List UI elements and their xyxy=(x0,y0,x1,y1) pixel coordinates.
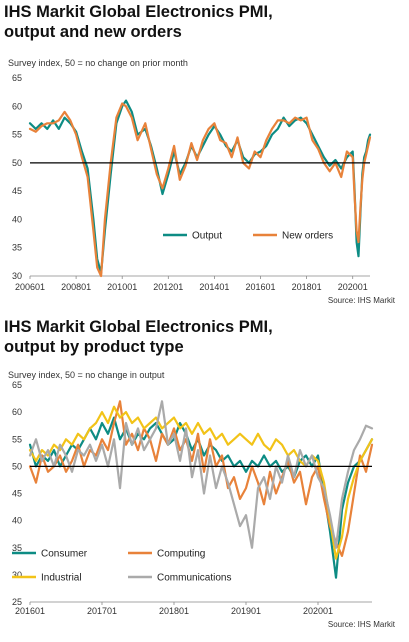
y-tick-label: 50 xyxy=(12,158,22,168)
x-tick-label: 202001 xyxy=(338,282,368,292)
y-tick-label: 45 xyxy=(12,186,22,196)
chart-title-line-1: IHS Markit Global Electronics PMI, xyxy=(4,318,273,336)
y-tick-label: 55 xyxy=(12,130,22,140)
legend-label-communications: Communications xyxy=(157,573,231,584)
legend-label-industrial: Industrial xyxy=(41,573,82,584)
chart-title-line-2: output by product type xyxy=(4,338,184,356)
x-tick-label: 201901 xyxy=(231,606,261,616)
y-tick-label: 65 xyxy=(12,380,22,390)
chart-title: IHS Markit Global Electronics PMI, outpu… xyxy=(4,2,404,42)
chart-subtitle: Survey index, 50 = no change in output xyxy=(8,370,165,380)
x-tick-label: 202001 xyxy=(303,606,333,616)
x-tick-label: 201601 xyxy=(15,606,45,616)
legend-label-output: Output xyxy=(192,231,222,242)
y-tick-label: 55 xyxy=(12,434,22,444)
x-tick-label: 201701 xyxy=(87,606,117,616)
legend-label-computing: Computing xyxy=(157,549,205,560)
chart-subtitle: Survey index, 50 = no change on prior mo… xyxy=(8,58,188,68)
x-tick-label: 201801 xyxy=(159,606,189,616)
y-tick-label: 35 xyxy=(12,243,22,253)
series-line-computing xyxy=(28,400,374,557)
series-line-new-orders xyxy=(28,102,372,278)
x-tick-label: 201401 xyxy=(199,282,229,292)
x-tick-label: 201801 xyxy=(292,282,322,292)
chart-title-line-1: IHS Markit Global Electronics PMI, xyxy=(4,3,273,21)
x-tick-label: 201601 xyxy=(245,282,275,292)
y-tick-label: 45 xyxy=(12,489,22,499)
x-tick-label: 200801 xyxy=(61,282,91,292)
chart-source: Source: IHS Markit xyxy=(327,620,395,629)
y-tick-label: 60 xyxy=(12,101,22,111)
chart-title-line-2: output and new orders xyxy=(4,23,182,41)
y-tick-label: 40 xyxy=(12,516,22,526)
x-tick-label: 201001 xyxy=(107,282,137,292)
series-line-output xyxy=(28,99,372,275)
x-tick-label: 201201 xyxy=(153,282,183,292)
legend-label-new-orders: New orders xyxy=(282,231,333,242)
legend-label-consumer: Consumer xyxy=(41,549,88,560)
chart-source: Source: IHS Markit xyxy=(327,296,395,305)
chart-panel-product-type: IHS Markit Global Electronics PMI, outpu… xyxy=(0,315,409,642)
y-tick-label: 30 xyxy=(12,271,22,281)
chart-1-plot: 30 35 40 45 50 55 60 65 200601 200801 201001 201201… xyxy=(12,73,372,292)
chart-2-plot: 25 30 35 40 45 50 55 60 65 201601 201701 201801 2019… xyxy=(12,380,374,616)
y-tick-label: 35 xyxy=(12,543,22,553)
series-line-industrial xyxy=(28,405,374,560)
y-tick-label: 60 xyxy=(12,407,22,417)
y-tick-label: 30 xyxy=(12,570,22,580)
chart-title: IHS Markit Global Electronics PMI, outpu… xyxy=(4,317,404,357)
y-tick-label: 40 xyxy=(12,214,22,224)
y-tick-label: 25 xyxy=(12,597,22,607)
x-tick-label: 200601 xyxy=(15,282,45,292)
y-tick-label: 65 xyxy=(12,73,22,83)
chart-panel-output-new-orders: IHS Markit Global Electronics PMI, outpu… xyxy=(0,0,409,310)
y-tick-label: 50 xyxy=(12,461,22,471)
